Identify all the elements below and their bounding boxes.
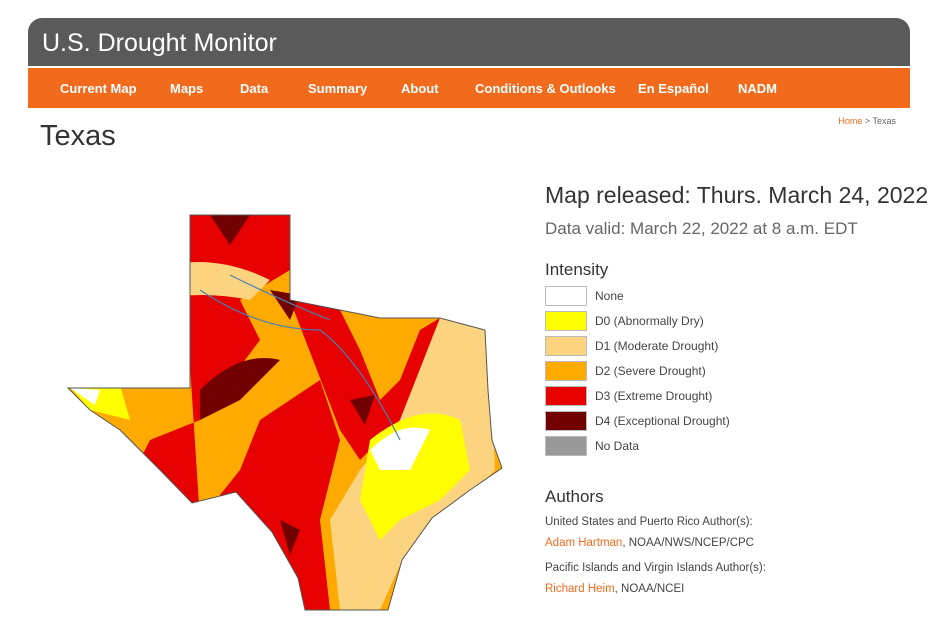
breadcrumb-separator: > xyxy=(864,116,871,126)
legend-swatch xyxy=(545,311,587,331)
legend-label: None xyxy=(595,289,624,303)
author-line: Adam Hartman, NOAA/NWS/NCEP/CPC xyxy=(545,537,754,549)
legend-label: D4 (Exceptional Drought) xyxy=(595,414,730,428)
author-heading: Pacific Islands and Virgin Islands Autho… xyxy=(545,562,766,574)
nav-link[interactable]: Current Map xyxy=(60,81,137,96)
site-title: U.S. Drought Monitor xyxy=(42,29,277,57)
nav-link[interactable]: Data xyxy=(240,81,269,96)
author-heading: United States and Puerto Rico Author(s): xyxy=(545,516,753,528)
state-outline xyxy=(66,214,503,611)
page-heading: Texas xyxy=(40,120,116,152)
authors-title: Authors xyxy=(545,487,604,506)
legend-label: No Data xyxy=(595,439,640,453)
author-name[interactable]: Richard Heim xyxy=(545,583,615,595)
drought-areas xyxy=(68,215,502,610)
breadcrumb-home[interactable]: Home xyxy=(838,116,863,126)
nav-link[interactable]: Conditions & Outlooks xyxy=(475,81,616,96)
legend-swatch xyxy=(545,336,587,356)
release-date: Map released: Thurs. March 24, 2022 xyxy=(545,182,929,208)
breadcrumb: Home > Texas xyxy=(838,116,896,126)
legend-label: D1 (Moderate Drought) xyxy=(595,339,719,353)
legend-label: D2 (Severe Drought) xyxy=(595,364,706,378)
legend-label: D0 (Abnormally Dry) xyxy=(595,314,704,328)
legend-label: D3 (Extreme Drought) xyxy=(595,389,713,403)
nav-link[interactable]: En Español xyxy=(638,81,709,96)
legend-swatch xyxy=(545,386,587,406)
breadcrumb-current: Texas xyxy=(872,116,896,126)
author-affiliation: , NOAA/NCEI xyxy=(614,583,685,595)
nav-link[interactable]: Maps xyxy=(170,81,204,96)
nav-link[interactable]: NADM xyxy=(738,81,777,96)
legend-swatch xyxy=(545,411,587,431)
legend-title: Intensity xyxy=(545,260,609,279)
legend-swatch xyxy=(545,286,587,306)
author-affiliation: , NOAA/NWS/NCEP/CPC xyxy=(622,537,754,549)
valid-date: Data valid: March 22, 2022 at 8 a.m. EDT xyxy=(545,219,858,238)
legend-swatch xyxy=(545,436,587,456)
legend-swatch xyxy=(545,361,587,381)
nav-link[interactable]: Summary xyxy=(308,81,368,96)
author-name[interactable]: Adam Hartman xyxy=(545,537,623,549)
nav-link[interactable]: About xyxy=(401,81,439,96)
nav-bar: Current Map Maps Data Summary About Condition… xyxy=(28,68,910,108)
rivers xyxy=(199,274,401,441)
author-line: Richard Heim, NOAA/NCEI xyxy=(545,583,684,595)
site-header: U.S. Drought Monitor xyxy=(28,18,910,66)
